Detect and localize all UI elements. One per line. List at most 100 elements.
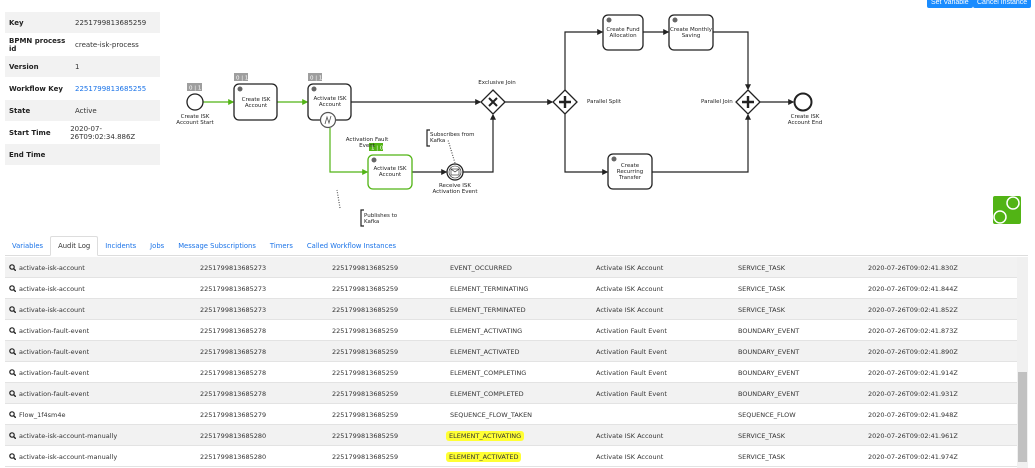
search-icon[interactable] [9, 432, 16, 439]
info-row: Key 2251799813685259 [5, 12, 160, 34]
table-row: activate-isk-account 2251799813685273 2251… [5, 278, 1017, 299]
svg-text:Transfer: Transfer [618, 175, 642, 181]
table-row: activation-fault-event 2251799813685278 22… [5, 383, 1017, 404]
info-key: End Time [9, 150, 46, 159]
cell-intent: ELEMENT_TERMINATED [450, 305, 526, 314]
tab-timers[interactable]: Timers [269, 242, 293, 250]
cell-element-name: Activate ISK Account [596, 452, 664, 461]
cell-workflow-instance-key: 2251799813685259 [332, 389, 399, 398]
cell-key: 2251799813685278 [200, 326, 267, 335]
cell-workflow-instance-key: 2251799813685259 [332, 347, 399, 356]
cell-element-id: activate-isk-account [19, 305, 85, 314]
search-icon[interactable] [9, 390, 16, 397]
tab-called-workflow-instances[interactable]: Called Workflow Instances [306, 242, 397, 250]
cell-element-id: Flow_1f4sm4e [19, 410, 66, 419]
info-value: Active [75, 106, 97, 115]
svg-text:Account: Account [379, 172, 402, 178]
task-create-fund-allocation [602, 14, 644, 51]
cancel-instance-button[interactable]: Cancel Instance [973, 0, 1032, 8]
cell-element-id: activate-isk-account [19, 284, 85, 293]
svg-text:Kafka: Kafka [430, 138, 445, 144]
cell-workflow-instance-key: 2251799813685259 [332, 284, 399, 293]
svg-text:Create ISK: Create ISK [791, 114, 820, 120]
cell-intent: ELEMENT_ACTIVATING [450, 326, 523, 335]
table-row: activation-fault-event 2251799813685278 22… [5, 362, 1017, 383]
search-icon[interactable] [9, 411, 16, 418]
cell-element-name: Activate ISK Account [596, 305, 664, 314]
cell-element-id: activation-fault-event [19, 389, 90, 398]
search-icon[interactable] [9, 306, 16, 313]
cell-intent: ELEMENT_COMPLETING [450, 368, 527, 377]
cell-element-type: SEQUENCE_FLOW [738, 410, 796, 419]
search-icon[interactable] [9, 348, 16, 355]
svg-text:Create: Create [621, 163, 640, 169]
svg-text:Account: Account [319, 102, 342, 108]
scrollbar[interactable] [1017, 257, 1028, 468]
svg-text:Recurring: Recurring [617, 169, 643, 175]
cell-element-id: activate-isk-account [19, 263, 85, 272]
svg-text:Allocation: Allocation [609, 33, 637, 39]
svg-text:0 | 1: 0 | 1 [310, 76, 322, 82]
cell-key: 2251799813685280 [200, 452, 267, 461]
svg-text:Exclusive Join: Exclusive Join [478, 80, 516, 86]
info-value: 2251799813685259 [75, 18, 147, 27]
info-key: Workflow Key [9, 84, 63, 93]
cell-workflow-instance-key: 2251799813685259 [332, 431, 399, 440]
bpmn-diagram: 0 | 1 0 | 1 0 | 1 1 | 0 Create ISKAccoun… [176, 14, 1021, 227]
tab-audit-log[interactable]: Audit Log [50, 236, 99, 256]
cell-timestamp: 2020-07-26T09:02:41.914Z [868, 368, 958, 377]
cell-element-type: SERVICE_TASK [738, 452, 785, 461]
cell-element-name: Activate ISK Account [596, 284, 664, 293]
tab-jobs[interactable]: Jobs [150, 242, 165, 250]
cell-element-id: activation-fault-event [19, 347, 90, 356]
info-key: Version [9, 62, 39, 71]
search-icon[interactable] [9, 264, 16, 271]
cell-element-name: Activate ISK Account [596, 431, 664, 440]
cell-intent: EVENT_OCCURRED [450, 263, 512, 272]
svg-text:Create Monthly: Create Monthly [670, 27, 713, 33]
search-icon[interactable] [9, 285, 16, 292]
cell-timestamp: 2020-07-26T09:02:41.931Z [868, 389, 958, 398]
badge [187, 73, 383, 151]
tab-incidents[interactable]: Incidents [105, 242, 137, 250]
cell-intent: SEQUENCE_FLOW_TAKEN [450, 410, 533, 419]
cell-timestamp: 2020-07-26T09:02:41.974Z [868, 452, 958, 461]
start-event [186, 93, 204, 111]
svg-text:Activation Event: Activation Event [432, 189, 478, 195]
table-row: activate-isk-account 2251799813685273 2251… [5, 299, 1017, 320]
cell-intent: ELEMENT_COMPLETED [450, 389, 524, 398]
cell-timestamp: 2020-07-26T09:02:41.961Z [868, 431, 958, 440]
tab-message-subscriptions[interactable]: Message Subscriptions [178, 242, 256, 250]
search-icon[interactable] [9, 327, 16, 334]
info-key: BPMN process id [9, 36, 66, 53]
cell-timestamp: 2020-07-26T09:02:41.890Z [868, 347, 958, 356]
cell-key: 2251799813685273 [200, 305, 267, 314]
table-row: activate-isk-account 2251799813685273 2251… [5, 257, 1017, 278]
search-icon[interactable] [9, 453, 16, 460]
svg-text:Activate ISK: Activate ISK [373, 166, 406, 172]
info-key: State [9, 106, 31, 115]
scrollbar-thumb[interactable] [1018, 372, 1027, 462]
task-create-monthly-saving [668, 14, 714, 51]
svg-text:Parallel Join: Parallel Join [701, 99, 733, 105]
search-icon[interactable] [9, 369, 16, 376]
set-variable-button[interactable]: Set Variable [927, 0, 973, 8]
cell-element-type: BOUNDARY_EVENT [738, 368, 800, 377]
svg-text:Create ISK: Create ISK [242, 97, 271, 103]
cell-element-id: activate-isk-account-manually [19, 452, 118, 461]
cell-key: 2251799813685278 [200, 347, 267, 356]
cell-element-type: BOUNDARY_EVENT [738, 326, 800, 335]
cell-element-name: Activation Fault Event [596, 326, 667, 335]
svg-text:Create ISK: Create ISK [181, 114, 210, 120]
table-row: activate-isk-account-manually 22517998136… [5, 446, 1017, 467]
tab-variables[interactable]: Variables [12, 242, 44, 250]
cell-timestamp: 2020-07-26T09:02:41.948Z [868, 410, 958, 419]
cell-intent: ELEMENT_ACTIVATING [446, 425, 525, 446]
tab-bar: Variables Audit Log Incidents Jobs Message S… [5, 236, 1028, 256]
info-value[interactable]: 2251799813685255 [75, 84, 147, 93]
cell-element-name: Activation Fault Event [596, 368, 667, 377]
svg-text:0 | 1: 0 | 1 [189, 86, 201, 92]
svg-text:Subscribes from: Subscribes from [430, 132, 474, 138]
svg-text:Account End: Account End [788, 120, 822, 126]
cell-workflow-instance-key: 2251799813685259 [332, 410, 399, 419]
